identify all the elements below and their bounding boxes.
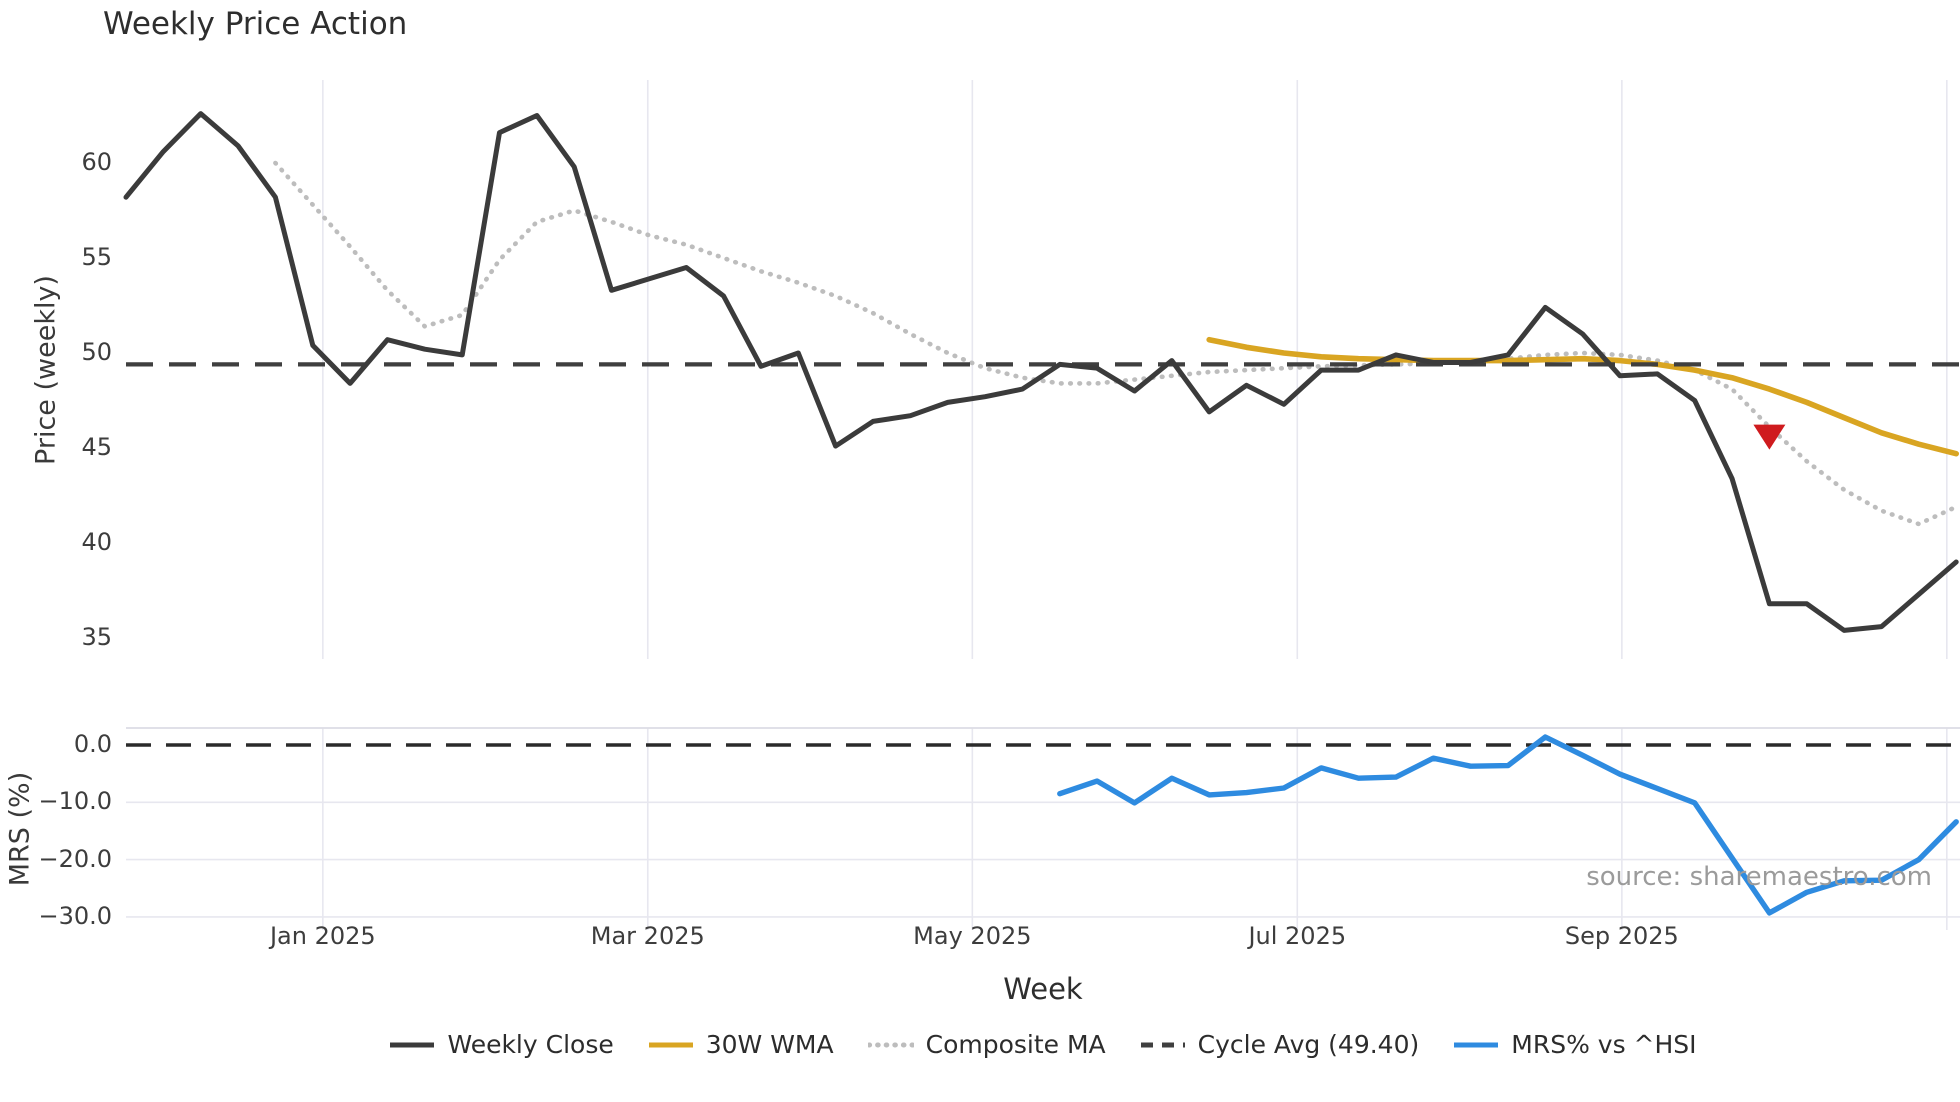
source-note: source: sharemaestro.com <box>1586 862 1932 892</box>
x-tick-label: Sep 2025 <box>1564 922 1679 950</box>
wma-30w-line <box>1206 336 1959 457</box>
mrs-y-tick-label: 0.0 <box>73 730 112 758</box>
mrs-y-tick-label: −30.0 <box>38 901 112 930</box>
legend-item-30w-wma: 30W WMA <box>648 1030 834 1059</box>
price-y-tick-label: 60 <box>81 148 112 176</box>
weekly-close-swatch-icon <box>390 1042 435 1047</box>
price-y-tick-label: 55 <box>81 243 112 271</box>
legend-label: MRS% vs ^HSI <box>1511 1030 1697 1059</box>
price-y-tick-label: 45 <box>81 433 112 461</box>
x-tick-label: Jan 2025 <box>269 922 376 950</box>
legend-item-mrs: MRS% vs ^HSI <box>1453 1030 1697 1059</box>
price-y-tick-label: 50 <box>81 338 112 366</box>
x-tick-label: Mar 2025 <box>590 922 705 950</box>
cycle-avg-swatch-icon <box>1140 1042 1185 1047</box>
chart-title: Weekly Price Action <box>103 6 408 42</box>
mrs-y-tick-label: −10.0 <box>38 787 112 816</box>
legend: Weekly Close 30W WMA Composite MA Cycle … <box>126 1030 1960 1059</box>
mrs-swatch-icon <box>1454 1042 1499 1047</box>
legend-label: Cycle Avg (49.40) <box>1197 1030 1420 1059</box>
x-tick-label: May 2025 <box>913 922 1032 950</box>
legend-label: Weekly Close <box>447 1030 614 1059</box>
composite-ma-line <box>273 160 1959 527</box>
sell-marker-icon <box>1753 424 1786 450</box>
x-axis-label: Week <box>1003 972 1083 1006</box>
price-y-tick-label: 40 <box>81 528 112 556</box>
price-y-tick-label: 35 <box>81 623 112 651</box>
legend-item-cycle-avg: Cycle Avg (49.40) <box>1140 1030 1420 1059</box>
wma-swatch-icon <box>648 1042 693 1047</box>
legend-label: Composite MA <box>925 1030 1106 1059</box>
composite-ma-swatch-icon <box>867 1042 914 1047</box>
legend-item-weekly-close: Weekly Close <box>389 1030 614 1059</box>
legend-item-composite-ma: Composite MA <box>867 1030 1106 1059</box>
legend-label: 30W WMA <box>705 1030 834 1059</box>
mrs-y-tick-label: −20.0 <box>38 844 112 873</box>
weekly-close-line <box>123 111 1959 633</box>
mrs-line <box>1057 734 1959 916</box>
x-tick-label: Jul 2025 <box>1248 922 1347 950</box>
